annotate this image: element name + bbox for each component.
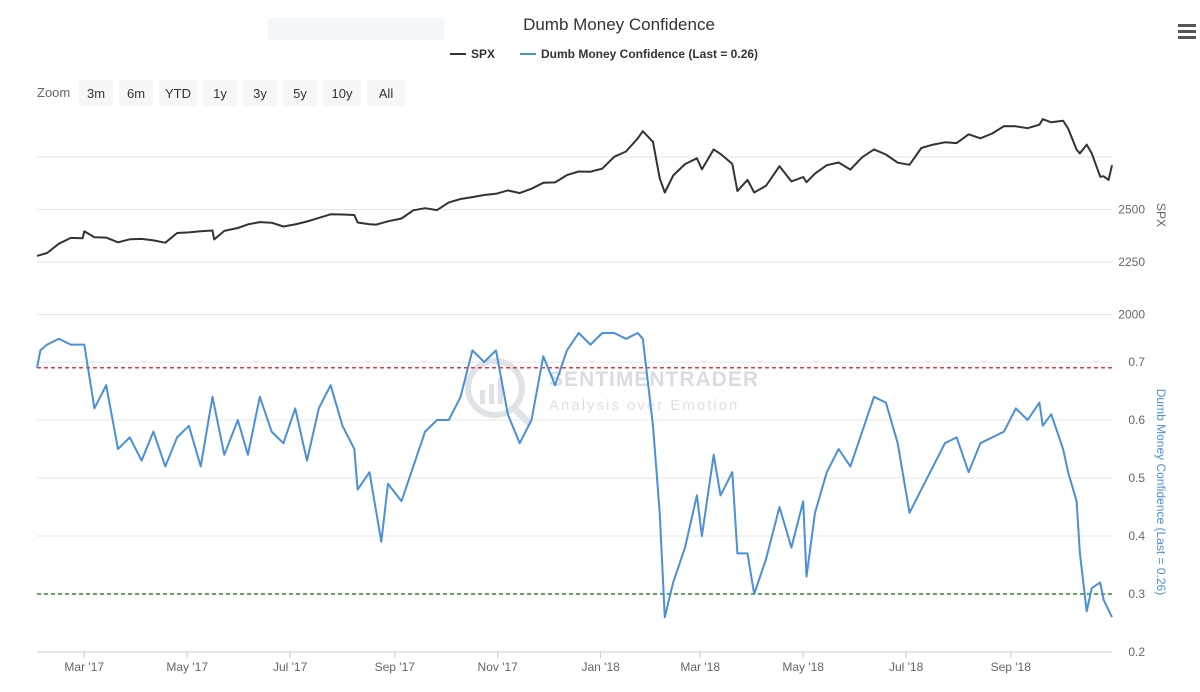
x-tick-label: Nov '17 <box>478 660 519 674</box>
legend-label-spx: SPX <box>471 47 495 61</box>
zoom-button-3m[interactable]: 3m <box>79 80 113 106</box>
x-tick-label: Sep '18 <box>991 660 1032 674</box>
watermark-subtitle: Analysis over Emotion <box>549 397 739 414</box>
dmc-y-tick-label: 0.4 <box>1128 529 1145 543</box>
zoom-button-label: YTD <box>165 86 191 101</box>
zoom-button-all[interactable]: All <box>367 80 405 106</box>
spx-y-tick-label: 2250 <box>1118 255 1145 269</box>
legend-label-dmc: Dumb Money Confidence (Last = 0.26) <box>541 47 758 61</box>
zoom-button-ytd[interactable]: YTD <box>159 80 197 106</box>
x-tick-label: Jul '18 <box>889 660 924 674</box>
dmc-axis-title: Dumb Money Confidence (Last = 0.26) <box>1154 389 1168 595</box>
hamburger-menu-icon[interactable] <box>1178 24 1196 39</box>
zoom-buttons: 3m 6m YTD 1y 3y 5y 10y All <box>79 80 405 106</box>
x-tick-label: Jul '17 <box>273 660 308 674</box>
zoom-label: Zoom <box>37 85 70 100</box>
zoom-button-6m[interactable]: 6m <box>119 80 153 106</box>
zoom-button-label: 3m <box>87 86 105 101</box>
zoom-button-label: 5y <box>293 86 307 101</box>
x-axis-ticks: Mar '17 May '17 Jul '17 Sep '17 Nov '17 Jan '… <box>64 652 1031 674</box>
watermark: SENTIMENTRADER Analysis over Emotion <box>465 358 759 427</box>
spx-axis-title: SPX <box>1154 203 1168 227</box>
search-box-ghost <box>268 18 444 40</box>
y-axis-ticks: 2000 2250 2500 0.2 0.3 0.4 0.5 0.6 0.7 <box>1118 203 1145 660</box>
x-tick-label: Mar '17 <box>64 660 104 674</box>
watermark-title: SENTIMENTRADER <box>549 368 759 391</box>
zoom-button-label: 6m <box>127 86 145 101</box>
x-tick-label: May '18 <box>782 660 824 674</box>
zoom-button-label: All <box>379 86 394 101</box>
zoom-button-3y[interactable]: 3y <box>243 80 277 106</box>
dmc-y-tick-label: 0.2 <box>1128 645 1145 659</box>
legend-item-spx[interactable]: SPX <box>450 47 495 61</box>
sentimentrader-logo-icon <box>465 358 533 427</box>
series <box>36 118 1113 619</box>
legend: SPX Dumb Money Confidence (Last = 0.26) <box>450 47 758 61</box>
zoom-button-5y[interactable]: 5y <box>283 80 317 106</box>
dmc-y-tick-label: 0.3 <box>1128 587 1145 601</box>
chart-title: Dumb Money Confidence <box>523 15 715 34</box>
dmc-y-tick-label: 0.7 <box>1128 355 1145 369</box>
zoom-button-label: 1y <box>213 86 227 101</box>
zoom-button-label: 3y <box>253 86 267 101</box>
spx-series-line[interactable] <box>36 118 1113 257</box>
dmc-y-tick-label: 0.5 <box>1128 471 1145 485</box>
gridlines <box>37 156 1112 653</box>
dmc-series-line[interactable] <box>36 332 1113 619</box>
x-tick-label: Jan '18 <box>581 660 620 674</box>
spx-y-tick-label: 2000 <box>1118 308 1145 322</box>
dmc-y-tick-label: 0.6 <box>1128 413 1145 427</box>
zoom-button-label: 10y <box>332 86 353 101</box>
x-tick-label: Sep '17 <box>375 660 416 674</box>
zoom-button-1y[interactable]: 1y <box>203 80 237 106</box>
x-tick-label: Mar '18 <box>680 660 720 674</box>
zoom-button-10y[interactable]: 10y <box>323 80 361 106</box>
legend-item-dmc[interactable]: Dumb Money Confidence (Last = 0.26) <box>520 47 758 61</box>
x-tick-label: May '17 <box>166 660 208 674</box>
spx-y-tick-label: 2500 <box>1118 203 1145 217</box>
